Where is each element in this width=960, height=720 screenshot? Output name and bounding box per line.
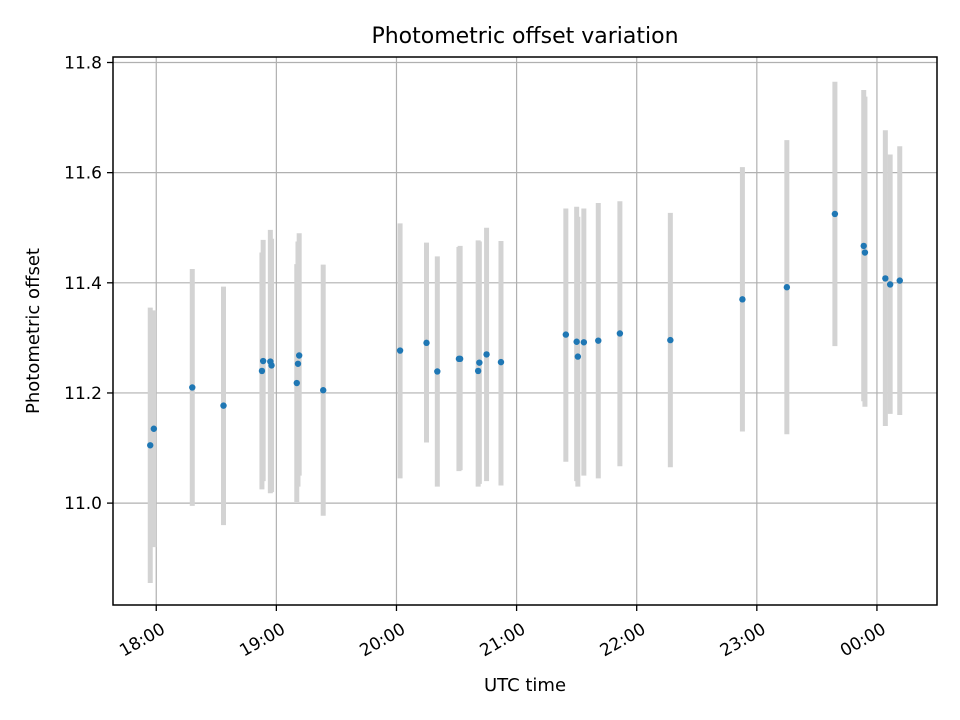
y-tick-label: 11.2 (64, 384, 102, 404)
x-axis-label: UTC time (484, 675, 566, 696)
data-point (573, 338, 580, 345)
data-point (886, 281, 894, 288)
data-point (497, 358, 505, 366)
data-point (293, 379, 300, 387)
data-point (396, 347, 404, 354)
data-point (882, 275, 889, 282)
y-tick-label: 11.0 (64, 494, 102, 514)
data-point (580, 339, 588, 346)
data-point (783, 284, 791, 291)
data-point (423, 339, 430, 347)
data-point (476, 359, 483, 366)
data-point (860, 242, 867, 250)
data-point (483, 351, 490, 358)
data-point (574, 353, 582, 360)
data-point (595, 337, 602, 344)
data-point (147, 442, 154, 449)
data-point (320, 387, 327, 394)
data-point (220, 402, 227, 409)
data-point (294, 360, 302, 367)
grid (113, 57, 937, 605)
data-point (474, 367, 482, 375)
data-point (150, 425, 158, 432)
data-point (616, 330, 624, 337)
data-point (189, 384, 196, 391)
data-point (861, 249, 869, 256)
data-point (456, 355, 464, 363)
data-point (258, 367, 266, 375)
plot-frame (112, 56, 938, 606)
data-point (268, 362, 275, 369)
data-point (667, 336, 674, 344)
data-point (295, 352, 303, 359)
chart-title: Photometric offset variation (371, 24, 678, 49)
data-point (896, 277, 903, 284)
y-tick-label: 11.4 (64, 274, 102, 294)
data-point (434, 368, 441, 375)
y-axis-label: Photometric offset (23, 248, 44, 414)
y-tick-label: 11.6 (64, 164, 102, 184)
data-points (147, 210, 903, 449)
data-point (831, 210, 839, 218)
data-point (739, 296, 746, 303)
y-tick-label: 11.8 (64, 54, 102, 74)
data-point (562, 331, 570, 338)
data-point (259, 357, 267, 365)
